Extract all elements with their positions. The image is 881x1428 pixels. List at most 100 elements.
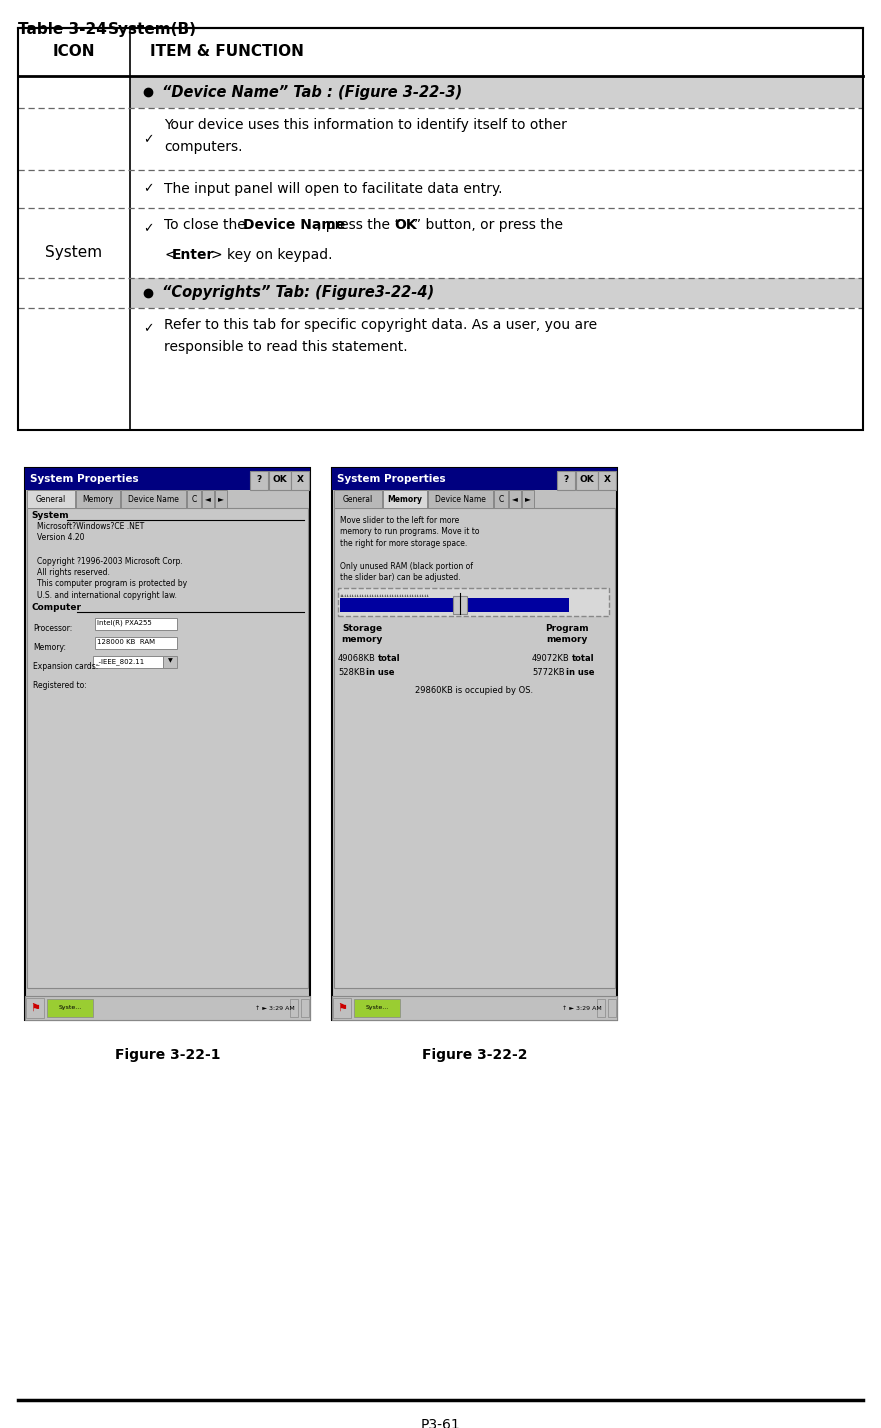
- Bar: [608, 1000, 616, 1017]
- Bar: [576, 471, 598, 490]
- Bar: [467, 598, 569, 613]
- Bar: [383, 490, 427, 508]
- Bar: [291, 471, 309, 490]
- Bar: [202, 490, 214, 508]
- Bar: [332, 995, 617, 1020]
- Bar: [301, 1000, 309, 1017]
- Bar: [334, 490, 382, 508]
- Bar: [598, 471, 616, 490]
- Text: The input panel will open to facilitate data entry.: The input panel will open to facilitate …: [164, 181, 502, 196]
- Bar: [290, 1000, 298, 1017]
- Bar: [332, 468, 617, 490]
- Text: ” button, or press the: ” button, or press the: [414, 218, 563, 231]
- Text: total: total: [572, 654, 595, 663]
- Bar: [25, 468, 310, 490]
- Text: 128000 KB  RAM: 128000 KB RAM: [97, 638, 155, 645]
- Bar: [130, 308, 863, 378]
- Text: P3-61: P3-61: [420, 1418, 461, 1428]
- Text: Memory: Memory: [388, 494, 423, 504]
- Text: Storage: Storage: [342, 624, 382, 633]
- Text: responsible to read this statement.: responsible to read this statement.: [164, 340, 408, 354]
- Text: memory: memory: [546, 635, 588, 644]
- Text: Syste...: Syste...: [366, 1005, 389, 1011]
- Text: ✓: ✓: [143, 221, 153, 236]
- Text: 49068KB: 49068KB: [338, 654, 376, 663]
- Bar: [354, 1000, 400, 1017]
- Text: To close the: To close the: [164, 218, 250, 231]
- Bar: [332, 468, 617, 1020]
- Text: Memory: Memory: [83, 494, 114, 504]
- Text: Version 4.20: Version 4.20: [37, 534, 85, 543]
- Bar: [163, 655, 177, 668]
- Text: Enter: Enter: [172, 248, 214, 261]
- Text: ⚑: ⚑: [30, 1002, 40, 1012]
- Text: Computer: Computer: [31, 603, 81, 613]
- Text: C: C: [191, 494, 196, 504]
- Bar: [47, 1000, 93, 1017]
- Bar: [333, 998, 351, 1018]
- Bar: [494, 490, 508, 508]
- Text: computers.: computers.: [164, 140, 242, 154]
- Text: X: X: [297, 476, 303, 484]
- Text: ↑ ► 3:29 AM: ↑ ► 3:29 AM: [255, 1005, 295, 1011]
- Text: Microsoft?Windows?CE .NET: Microsoft?Windows?CE .NET: [37, 523, 144, 531]
- Bar: [428, 490, 493, 508]
- Bar: [130, 76, 863, 109]
- Bar: [453, 595, 467, 614]
- Text: OK: OK: [580, 476, 595, 484]
- Text: ✓: ✓: [143, 183, 153, 196]
- Text: Device Name: Device Name: [128, 494, 179, 504]
- Text: Registered to:: Registered to:: [33, 681, 86, 690]
- Text: 5772KB: 5772KB: [532, 668, 565, 677]
- Text: Intel(R) PXA255: Intel(R) PXA255: [97, 620, 152, 627]
- Bar: [509, 490, 521, 508]
- Text: 29860KB is occupied by OS.: 29860KB is occupied by OS.: [416, 685, 534, 695]
- Text: ►: ►: [218, 494, 224, 504]
- Bar: [95, 618, 177, 630]
- Text: X: X: [603, 476, 611, 484]
- Text: OK: OK: [272, 476, 287, 484]
- Text: memory: memory: [341, 635, 382, 644]
- Bar: [334, 508, 615, 988]
- Text: ↑ ► 3:29 AM: ↑ ► 3:29 AM: [562, 1005, 602, 1011]
- Text: Only unused RAM (black portion of: Only unused RAM (black portion of: [340, 563, 473, 571]
- Text: This computer program is protected by: This computer program is protected by: [37, 580, 187, 588]
- Text: ITEM & FUNCTION: ITEM & FUNCTION: [150, 44, 304, 60]
- Bar: [18, 29, 863, 430]
- Bar: [95, 637, 177, 648]
- Text: total: total: [378, 654, 401, 663]
- Text: System(B): System(B): [108, 21, 197, 37]
- Bar: [269, 471, 291, 490]
- Text: All rights reserved.: All rights reserved.: [37, 568, 110, 577]
- Text: Program: Program: [545, 624, 589, 633]
- Text: Copyright ?1996-2003 Microsoft Corp.: Copyright ?1996-2003 Microsoft Corp.: [37, 557, 182, 565]
- Text: General: General: [343, 494, 374, 504]
- Text: Figure 3-22-2: Figure 3-22-2: [422, 1048, 527, 1062]
- Bar: [121, 490, 186, 508]
- Text: Syste...: Syste...: [58, 1005, 82, 1011]
- Text: in use: in use: [566, 668, 595, 677]
- Bar: [130, 278, 863, 308]
- Bar: [130, 109, 863, 170]
- Bar: [215, 490, 227, 508]
- Text: ✓: ✓: [143, 321, 153, 336]
- Text: Processor:: Processor:: [33, 624, 72, 633]
- Bar: [25, 468, 310, 1020]
- Bar: [340, 598, 453, 613]
- Text: memory to run programs. Move it to: memory to run programs. Move it to: [340, 527, 479, 537]
- Text: ICON: ICON: [53, 44, 95, 60]
- Text: Move slider to the left for more: Move slider to the left for more: [340, 516, 459, 526]
- Bar: [250, 471, 268, 490]
- Text: , press the “: , press the “: [317, 218, 402, 231]
- Text: ◄: ◄: [512, 494, 518, 504]
- Text: System Properties: System Properties: [337, 474, 446, 484]
- Text: U.S. and international copyright law.: U.S. and international copyright law.: [37, 591, 177, 600]
- Bar: [597, 1000, 605, 1017]
- Text: iiiiiiiiiiiiiiiiiiiiiiiiiiiiiiiiiiii: iiiiiiiiiiiiiiiiiiiiiiiiiiiiiiiiiiii: [340, 594, 430, 598]
- Text: ?: ?: [256, 476, 262, 484]
- Bar: [557, 471, 575, 490]
- Bar: [27, 490, 75, 508]
- Text: Refer to this tab for specific copyright data. As a user, you are: Refer to this tab for specific copyright…: [164, 318, 597, 331]
- Bar: [130, 170, 863, 208]
- Text: “Device Name” Tab : (Figure 3-22-3): “Device Name” Tab : (Figure 3-22-3): [162, 84, 463, 100]
